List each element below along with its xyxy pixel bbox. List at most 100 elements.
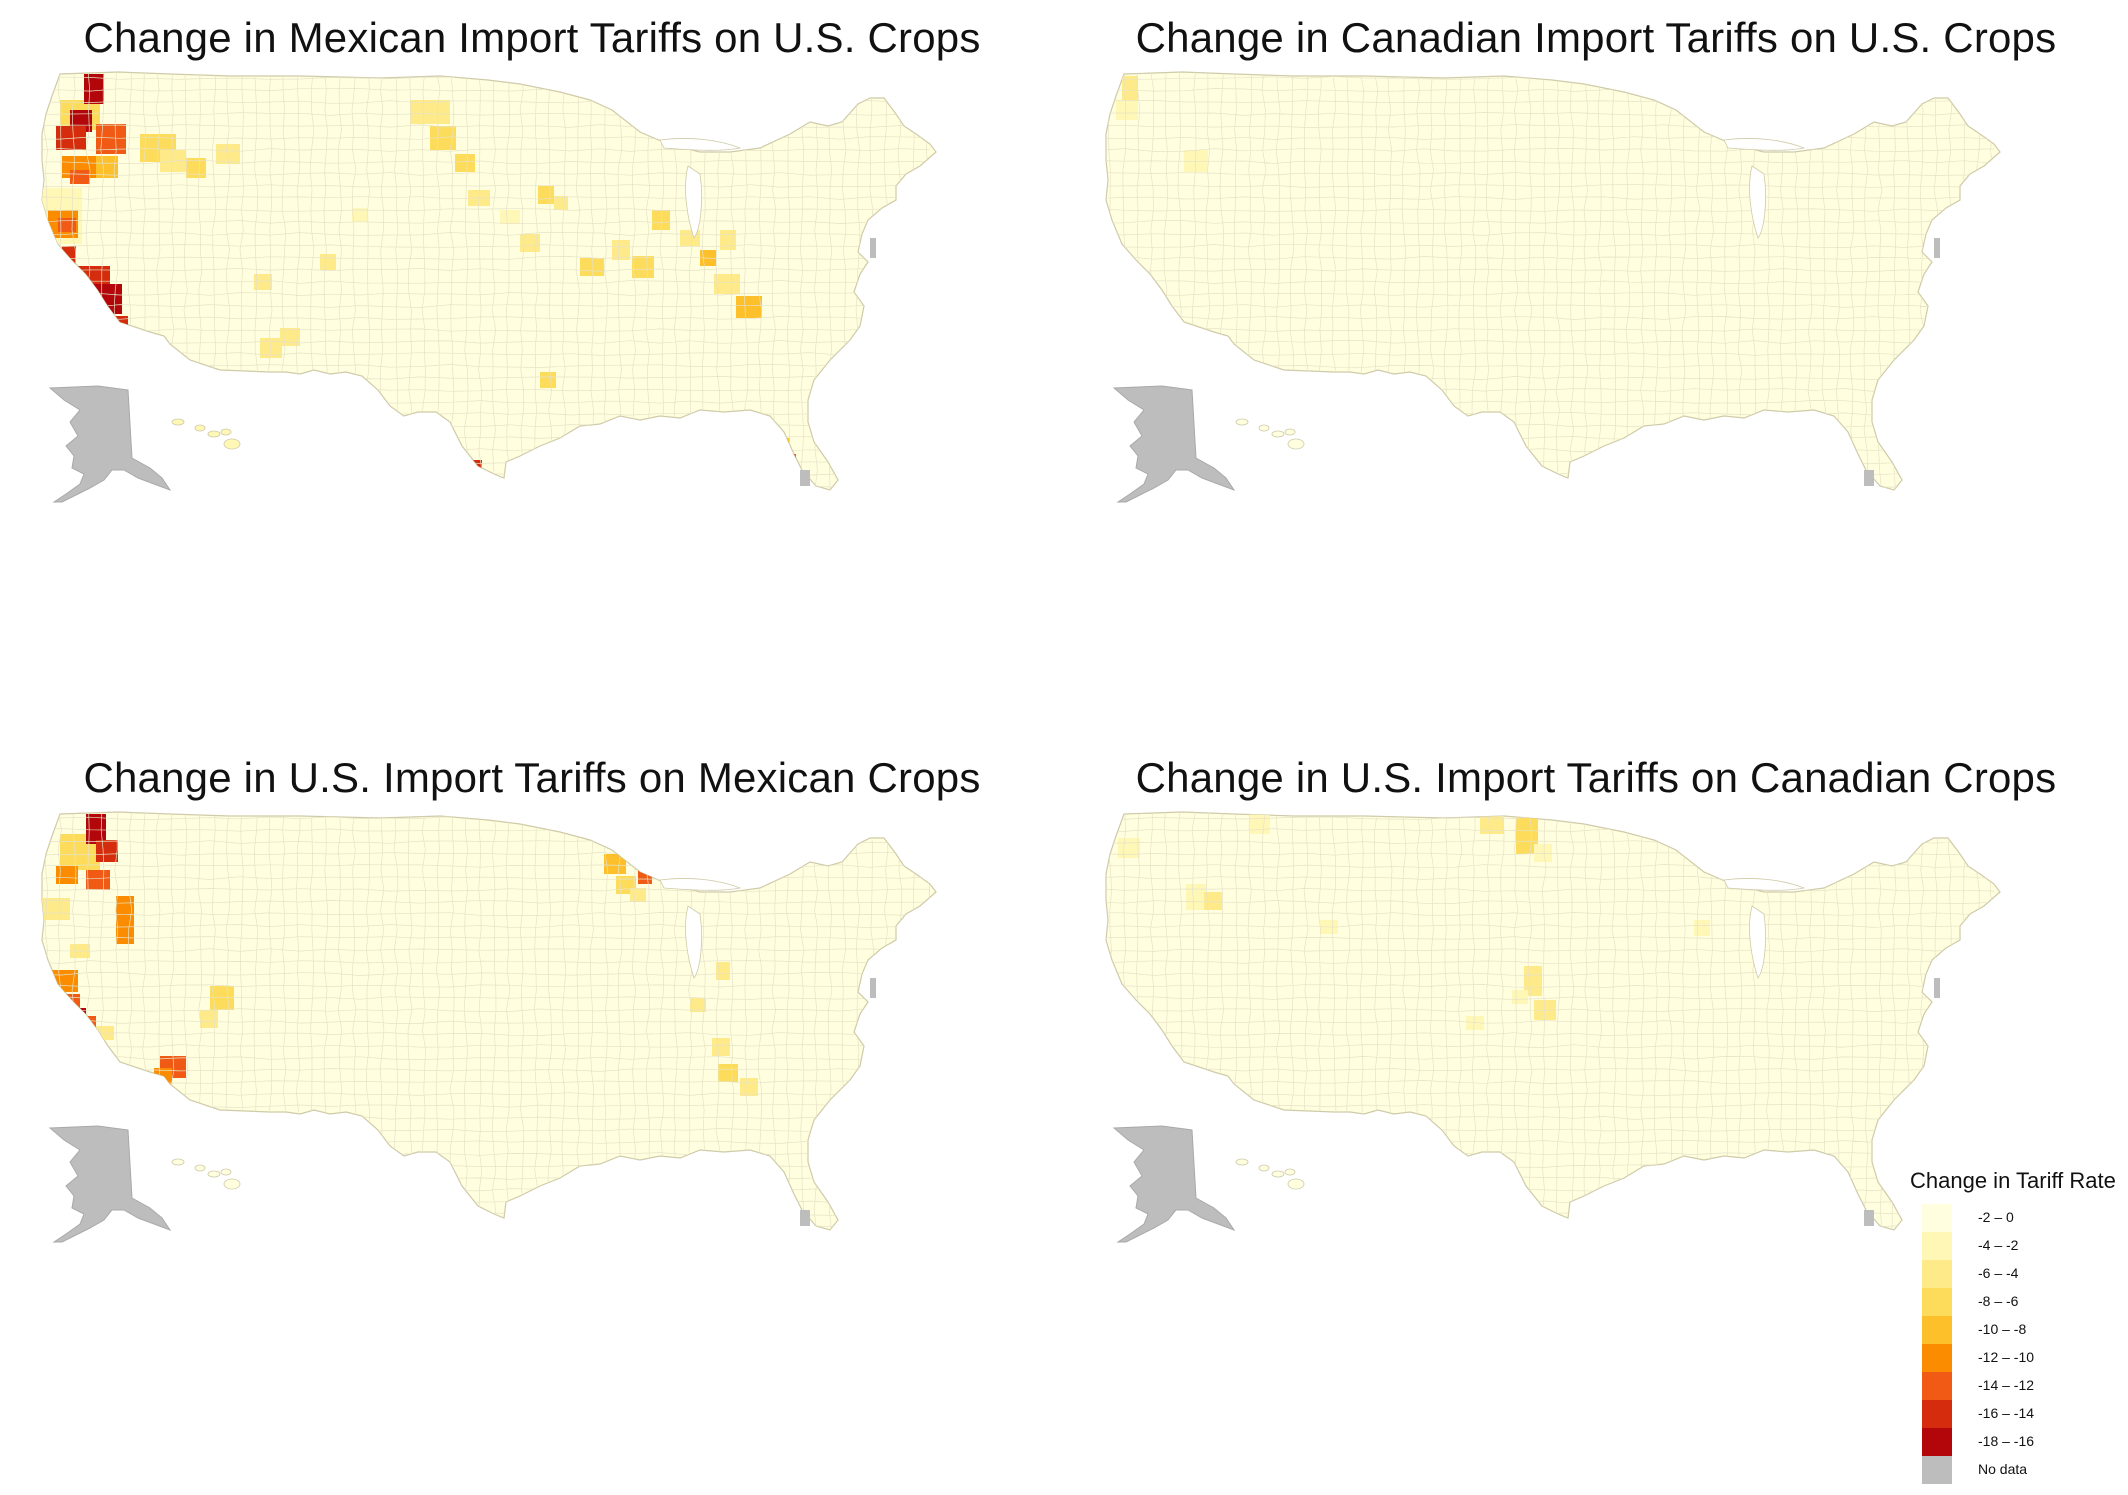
- legend-label: -6 – -4: [1978, 1265, 2019, 1281]
- choropleth-map: [41, 811, 937, 1243]
- county-cluster: [1480, 814, 1504, 834]
- county-cluster: [604, 854, 626, 874]
- county-cluster: [1466, 1016, 1484, 1030]
- hawaii-island: [194, 1164, 206, 1172]
- county-cluster: [1186, 884, 1206, 910]
- lake-superior: [1723, 138, 1806, 151]
- legend-label: -10 – -8: [1978, 1321, 2027, 1337]
- county-cluster: [770, 1206, 788, 1224]
- county-cluster: [216, 144, 240, 164]
- no-data-county: [870, 978, 876, 998]
- hawaii-island: [171, 1158, 185, 1166]
- hawaii-island: [1284, 1168, 1296, 1176]
- county-cluster: [630, 888, 646, 902]
- hawaii-island: [223, 438, 241, 450]
- map-title: Change in Mexican Import Tariffs on U.S.…: [83, 14, 981, 61]
- county-layer: [1106, 812, 1995, 1230]
- hawaii-island: [207, 1170, 221, 1178]
- county-cluster: [690, 998, 706, 1012]
- county-cluster: [784, 468, 800, 488]
- hawaii-island: [1271, 430, 1285, 438]
- county-cluster: [52, 970, 78, 992]
- county-cluster: [928, 840, 936, 868]
- county-cluster: [612, 240, 630, 260]
- hawaii-island: [1284, 428, 1296, 436]
- alaska-lake: [1218, 1142, 1230, 1150]
- county-cluster: [736, 296, 762, 318]
- county-cluster: [712, 1038, 730, 1056]
- lake-superior: [659, 138, 742, 151]
- county-cluster: [42, 898, 70, 920]
- county-cluster: [632, 256, 654, 278]
- county-cluster: [254, 274, 272, 290]
- no-data-county: [1864, 1210, 1874, 1226]
- legend-label: No data: [1978, 1461, 2028, 1477]
- map-panel-us-import-tariffs-canadian-crops: Change in U.S. Import Tariffs on Canadia…: [1064, 740, 2128, 1480]
- county-cluster: [76, 1016, 96, 1034]
- county-cluster: [580, 258, 604, 276]
- county-cluster: [86, 814, 106, 844]
- hawaii-island: [223, 1178, 241, 1190]
- county-cluster: [96, 332, 118, 350]
- county-cluster: [538, 186, 554, 204]
- hawaii-island: [1235, 418, 1249, 426]
- county-cluster: [1116, 100, 1138, 120]
- legend-swatch: [1922, 1204, 1952, 1232]
- county-cluster: [320, 254, 336, 270]
- no-data-county: [800, 1210, 810, 1226]
- county-cluster: [638, 870, 652, 884]
- county-cluster: [86, 284, 122, 314]
- lake-michigan: [1749, 905, 1766, 979]
- alaska-lake: [154, 402, 166, 410]
- county-cluster: [58, 218, 76, 232]
- alaska: [1112, 1125, 1236, 1243]
- county-cluster: [1516, 814, 1538, 854]
- no-data-county: [1934, 238, 1940, 258]
- legend-swatch: [1922, 1400, 1952, 1428]
- county-cluster: [1534, 844, 1552, 862]
- county-cluster: [455, 154, 475, 172]
- lake-michigan: [1749, 165, 1766, 239]
- county-cluster: [1118, 838, 1140, 858]
- legend-title: Change in Tariff Rate: [1910, 1168, 2116, 1193]
- legend-swatch: [1922, 1288, 1952, 1316]
- legend-swatch: [1922, 1232, 1952, 1260]
- county-cluster: [280, 328, 300, 346]
- legend: Change in Tariff Rate -2 – 0 -4 – -2 -6 …: [1898, 1168, 2122, 1490]
- county-cluster: [740, 1078, 758, 1096]
- county-cluster: [760, 1184, 776, 1198]
- hawaii-island: [220, 428, 232, 436]
- no-data-county: [1934, 978, 1940, 998]
- legend-swatch: [1922, 1428, 1952, 1456]
- no-data-county: [870, 238, 876, 258]
- county-cluster: [714, 274, 740, 294]
- hawaii-island: [207, 430, 221, 438]
- legend-swatch: [1922, 1260, 1952, 1288]
- no-data-county: [1864, 470, 1874, 486]
- lake-superior: [1723, 878, 1806, 891]
- contiguous-us: [41, 71, 937, 491]
- county-cluster: [1694, 920, 1710, 936]
- legend-swatch: [1922, 1372, 1952, 1400]
- county-layer: [1106, 72, 1995, 490]
- county-cluster: [84, 74, 104, 104]
- county-cluster: [652, 210, 670, 230]
- map-title: Change in Canadian Import Tariffs on U.S…: [1135, 14, 2057, 61]
- hawaii-island: [1271, 1170, 1285, 1178]
- county-cluster: [500, 210, 520, 224]
- legend-label: -8 – -6: [1978, 1293, 2019, 1309]
- county-cluster: [62, 246, 76, 266]
- county-cluster: [716, 962, 730, 980]
- alaska-lake: [154, 1142, 166, 1150]
- county-cluster: [1122, 76, 1138, 100]
- county-cluster: [1250, 814, 1270, 834]
- county-cluster: [96, 840, 118, 862]
- legend-label: -2 – 0: [1978, 1209, 2014, 1225]
- legend-label: -4 – -2: [1978, 1237, 2019, 1253]
- legend-label: -18 – -16: [1978, 1433, 2035, 1449]
- county-cluster: [1364, 190, 1394, 220]
- legend-label: -14 – -12: [1978, 1377, 2035, 1393]
- county-cluster: [200, 1010, 218, 1028]
- hawaii-island: [220, 1168, 232, 1176]
- no-data-county: [800, 470, 810, 486]
